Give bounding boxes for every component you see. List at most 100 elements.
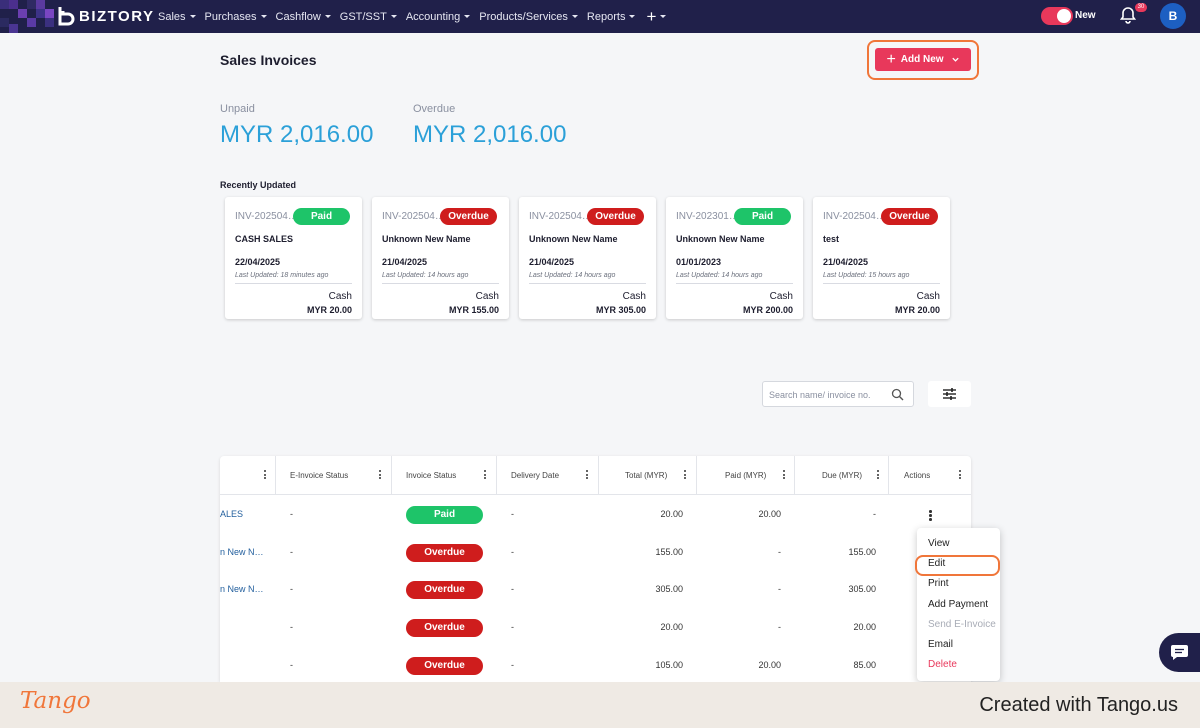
brand-name[interactable]: BIZTORY: [79, 8, 155, 25]
chevron-down-icon: [951, 57, 959, 62]
nav-reports[interactable]: Reports: [587, 11, 636, 23]
customer-name-cell[interactable]: ALES: [220, 509, 244, 519]
paid-cell: 20.00: [758, 509, 781, 519]
payment-method: Cash: [475, 291, 499, 302]
nav-sales-label: Sales: [158, 10, 186, 23]
biztory-logo-icon[interactable]: [57, 6, 75, 26]
kebab-icon[interactable]: [586, 470, 589, 480]
due-cell: 155.00: [848, 547, 876, 557]
paid-cell: -: [778, 547, 781, 557]
main-menu: Sales Purchases Cashflow GST/SST Account…: [158, 0, 667, 33]
recent-invoice-card[interactable]: INV-202504… Overdue test 21/04/2025 Last…: [813, 197, 950, 319]
invoice-status-badge[interactable]: Overdue: [406, 657, 483, 675]
chevron-down-icon: [464, 15, 471, 18]
tango-logo: Tango: [20, 688, 91, 714]
invoice-date: 21/04/2025: [529, 257, 575, 267]
divider: [529, 283, 646, 284]
kebab-icon[interactable]: [379, 470, 382, 480]
tango-credit: Created with Tango.us: [979, 694, 1178, 716]
menu-item-email[interactable]: Email: [928, 639, 954, 650]
paid-cell: -: [778, 584, 781, 594]
row-actions-kebab-icon[interactable]: [929, 510, 933, 522]
nav-gst-sst[interactable]: GST/SST: [340, 11, 397, 23]
filter-button[interactable]: [928, 381, 971, 407]
customer-name: test: [823, 234, 840, 244]
nav-purchases[interactable]: Purchases: [205, 11, 267, 23]
menu-item-add-payment[interactable]: Add Payment: [928, 599, 989, 610]
last-updated: Last Updated: 14 hours ago: [529, 272, 616, 279]
nav-cashflow[interactable]: Cashflow: [276, 11, 331, 23]
column-header-paid: Paid (MYR): [697, 456, 795, 495]
status-badge: Overdue: [440, 208, 497, 225]
toggle-knob: [1057, 9, 1071, 23]
column-header-label: Delivery Date: [511, 471, 560, 480]
invoice-status-badge[interactable]: Overdue: [406, 544, 483, 562]
menu-item-delete[interactable]: Delete: [928, 659, 957, 670]
recent-invoice-card[interactable]: INV-202504… Overdue Unknown New Name 21/…: [372, 197, 509, 319]
kebab-icon[interactable]: [484, 470, 487, 480]
kebab-icon[interactable]: [783, 470, 786, 480]
due-cell: -: [873, 509, 876, 519]
tango-footer: Tango Created with Tango.us: [0, 682, 1200, 728]
customer-name-cell[interactable]: n New N…: [220, 547, 264, 557]
sliders-icon: [943, 388, 956, 400]
kebab-icon[interactable]: [877, 470, 880, 480]
nav-sales[interactable]: Sales: [158, 11, 196, 23]
divider: [676, 283, 793, 284]
overdue-label: Overdue: [413, 103, 456, 115]
invoice-amount: MYR 20.00: [306, 305, 352, 315]
chevron-down-icon: [571, 15, 578, 18]
nav-purchases-label: Purchases: [204, 10, 257, 23]
kebab-icon[interactable]: [959, 470, 962, 480]
chat-button[interactable]: [1159, 633, 1200, 672]
user-avatar[interactable]: B: [1160, 3, 1186, 29]
invoice-status-badge[interactable]: Paid: [406, 506, 483, 524]
nav-products-services[interactable]: Products/Services: [479, 11, 578, 23]
unpaid-label: Unpaid: [220, 103, 255, 115]
kebab-icon[interactable]: [264, 470, 267, 480]
kebab-icon[interactable]: [684, 470, 687, 480]
menu-item-print[interactable]: Print: [928, 578, 949, 589]
column-header-delivery-date: Delivery Date: [497, 456, 599, 495]
due-cell: 85.00: [853, 660, 876, 670]
chevron-down-icon: [324, 15, 331, 18]
customer-name-cell[interactable]: n New N…: [220, 584, 264, 594]
recent-invoice-card[interactable]: INV-202504… Paid CASH SALES 22/04/2025 L…: [225, 197, 362, 319]
nav-accounting[interactable]: Accounting: [406, 11, 471, 23]
column-header-einvoice: E-Invoice Status: [276, 456, 392, 495]
plus-icon: +: [646, 7, 657, 26]
invoice-number: INV-202504…: [235, 211, 298, 222]
recent-invoice-card[interactable]: INV-202504… Overdue Unknown New Name 21/…: [519, 197, 656, 319]
customer-name: CASH SALES: [235, 234, 294, 244]
status-badge: Overdue: [881, 208, 938, 225]
search-input[interactable]: [769, 387, 887, 402]
total-cell: 20.00: [660, 509, 683, 519]
customer-name: Unknown New Name: [529, 234, 618, 244]
new-ui-toggle-label: New: [1075, 10, 1096, 21]
payment-method: Cash: [328, 291, 352, 302]
invoice-status-badge[interactable]: Overdue: [406, 581, 483, 599]
top-nav-bar: BIZTORY Sales Purchases Cashflow GST/SST…: [0, 0, 1200, 33]
paid-cell: -: [778, 622, 781, 632]
bell-icon[interactable]: [1119, 6, 1137, 24]
due-cell: 20.00: [853, 622, 876, 632]
invoice-amount: MYR 200.00: [742, 305, 793, 315]
new-ui-toggle[interactable]: [1041, 7, 1073, 25]
last-updated: Last Updated: 18 minutes ago: [235, 272, 329, 279]
menu-item-edit[interactable]: Edit: [928, 558, 946, 569]
total-cell: 105.00: [655, 660, 683, 670]
last-updated: Last Updated: 14 hours ago: [676, 272, 763, 279]
column-header-total: Total (MYR): [599, 456, 697, 495]
recent-invoice-card[interactable]: INV-202301… Paid Unknown New Name 01/01/…: [666, 197, 803, 319]
plus-icon: +: [886, 50, 896, 68]
column-header-due: Due (MYR): [795, 456, 889, 495]
einvoice-status-cell: -: [290, 584, 293, 594]
search-icon[interactable]: [891, 388, 904, 401]
recently-updated-title: Recently Updated: [220, 180, 297, 190]
status-badge: Overdue: [587, 208, 644, 225]
add-new-button[interactable]: + Add New: [875, 48, 971, 71]
invoice-status-badge[interactable]: Overdue: [406, 619, 483, 637]
nav-quick-add[interactable]: +: [646, 7, 667, 26]
delivery-date-cell: -: [511, 509, 514, 519]
menu-item-view[interactable]: View: [928, 538, 950, 549]
